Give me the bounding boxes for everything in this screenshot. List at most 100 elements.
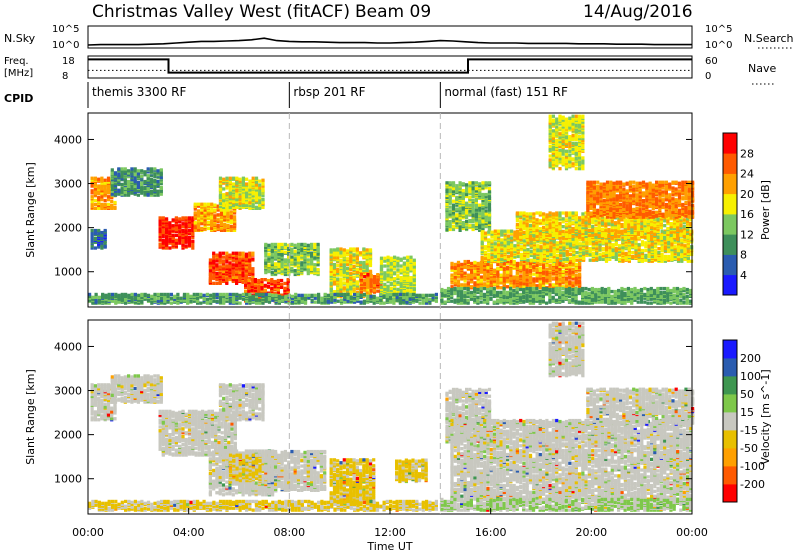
- data-cell: [153, 178, 157, 183]
- data-cell: [490, 232, 494, 236]
- data-cell: [191, 218, 195, 222]
- data-cell: [352, 264, 356, 269]
- data-cell: [468, 209, 472, 213]
- data-cell: [264, 269, 268, 273]
- data-cell: [174, 241, 178, 245]
- data-cell: [241, 292, 245, 297]
- data-cell: [487, 232, 491, 236]
- data-cell: [290, 255, 294, 259]
- data-cell: [359, 266, 363, 271]
- data-cell: [406, 255, 410, 259]
- data-cell: [561, 261, 565, 266]
- data-cell: [578, 255, 582, 259]
- data-cell: [463, 279, 467, 283]
- data-cell: [232, 292, 236, 297]
- data-cell: [100, 189, 104, 193]
- data-cell: [362, 301, 366, 305]
- data-cell: [487, 194, 492, 199]
- data-cell: [261, 300, 265, 304]
- data-cell: [470, 273, 474, 277]
- data-cell: [412, 262, 416, 266]
- data-cell: [473, 263, 477, 268]
- data-cell: [226, 212, 230, 216]
- data-cell: [555, 262, 559, 267]
- data-cell: [140, 295, 144, 299]
- data-cell: [465, 185, 469, 189]
- data-cell: [110, 199, 114, 204]
- data-cell: [393, 290, 397, 294]
- data-cell: [284, 294, 288, 298]
- data-cell: [434, 292, 438, 297]
- data-cell: [218, 176, 223, 180]
- data-cell: [552, 249, 556, 254]
- data-cell: [526, 258, 530, 262]
- data-cell: [212, 256, 216, 260]
- data-cell: [349, 254, 353, 258]
- data-cell: [97, 231, 101, 236]
- data-cell: [235, 256, 239, 260]
- data-cell: [114, 294, 118, 298]
- data-cell: [490, 248, 494, 252]
- data-cell: [562, 247, 566, 251]
- data-cell: [235, 275, 239, 280]
- data-cell: [280, 249, 284, 253]
- data-cell: [451, 189, 456, 194]
- data-cell: [258, 192, 262, 196]
- data-cell: [184, 228, 188, 233]
- data-cell: [245, 200, 249, 205]
- data-cell: [515, 281, 519, 285]
- data-cell: [542, 250, 546, 255]
- data-cell: [512, 259, 516, 264]
- data-cell: [191, 225, 195, 229]
- data-cell: [161, 238, 165, 242]
- data-cell: [127, 179, 131, 184]
- data-cell: [277, 299, 281, 303]
- data-cell: [502, 270, 506, 274]
- data-cell: [187, 223, 192, 227]
- data-cell: [386, 257, 390, 261]
- data-cell: [149, 170, 154, 174]
- data-cell: [140, 299, 144, 303]
- data-cell: [339, 292, 344, 297]
- data-cell: [359, 275, 363, 279]
- data-cell: [349, 271, 353, 275]
- data-cell: [90, 244, 94, 248]
- data-cell: [434, 299, 438, 303]
- data-cell: [294, 295, 298, 299]
- data-cell: [110, 298, 115, 302]
- data-cell: [313, 267, 317, 271]
- data-cell: [273, 282, 277, 287]
- data-cell: [277, 262, 281, 266]
- data-cell: [542, 279, 546, 283]
- data-cell: [329, 255, 333, 259]
- data-cell: [117, 171, 121, 175]
- data-cell: [428, 297, 432, 301]
- data-cell: [228, 198, 232, 203]
- data-cell: [225, 264, 229, 268]
- data-cell: [93, 183, 97, 187]
- data-cell: [283, 265, 287, 269]
- data-cell: [127, 187, 131, 191]
- data-cell: [205, 292, 209, 297]
- data-cell: [226, 220, 230, 224]
- data-cell: [379, 256, 384, 260]
- data-cell: [513, 247, 517, 251]
- data-cell: [123, 185, 127, 189]
- data-cell: [248, 179, 252, 183]
- data-cell: [316, 260, 320, 264]
- data-cell: [461, 226, 465, 231]
- data-cell: [481, 201, 485, 205]
- data-cell: [244, 261, 248, 265]
- data-cell: [506, 246, 510, 250]
- data-cell: [219, 222, 224, 227]
- data-cell: [343, 292, 347, 297]
- data-cell: [487, 243, 491, 247]
- data-cell: [173, 299, 177, 303]
- data-cell: [133, 187, 137, 191]
- data-cell: [158, 228, 162, 232]
- data-cell: [113, 189, 118, 193]
- data-cell: [100, 195, 104, 199]
- data-cell: [471, 198, 475, 202]
- data-cell: [113, 205, 117, 209]
- data-cell: [515, 277, 519, 281]
